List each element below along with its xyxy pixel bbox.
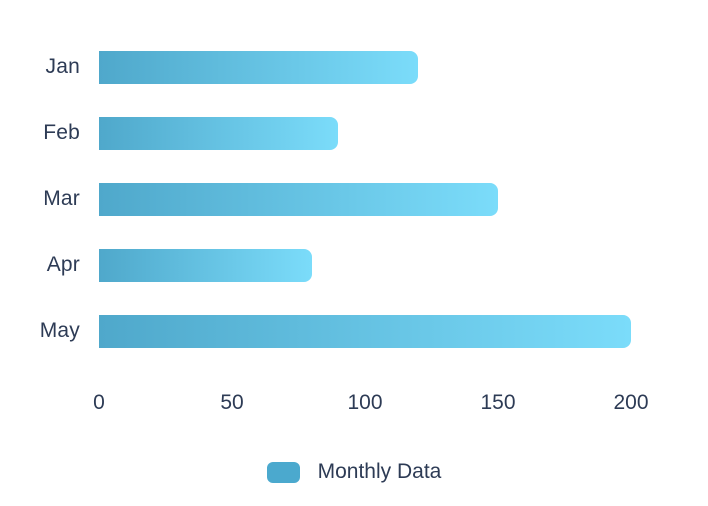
bar-apr[interactable] [99, 248, 312, 282]
bar-row: Apr [0, 232, 708, 298]
x-tick-label-100: 100 [347, 391, 383, 414]
legend-swatch-icon [266, 461, 300, 483]
bar-row: May [0, 298, 708, 364]
x-axis: 0 50 100 150 200 [93, 391, 648, 417]
x-tick-label-0: 0 [93, 391, 105, 414]
category-label-apr: Apr [46, 253, 80, 276]
legend: Monthly Data [0, 459, 708, 485]
bar-mar[interactable] [99, 182, 498, 216]
bar-row: Mar [0, 166, 708, 232]
bar-track [99, 50, 708, 84]
bar-row: Jan [0, 34, 708, 100]
category-label-may: May [39, 319, 80, 342]
bar-track [99, 182, 708, 216]
category-label-mar: Mar [43, 187, 80, 210]
bar-jan[interactable] [99, 50, 419, 84]
x-tick-label-200: 200 [613, 391, 649, 414]
category-label-feb: Feb [43, 121, 80, 144]
category-label-jan: Jan [45, 55, 80, 78]
x-tick-label-50: 50 [220, 391, 244, 414]
bar-feb[interactable] [99, 116, 339, 150]
bar-may[interactable] [99, 314, 631, 348]
bar-track [99, 116, 708, 150]
legend-label: Monthly Data [317, 460, 442, 483]
bar-track [99, 314, 708, 348]
bar-track [99, 248, 708, 282]
bar-rows: Jan Feb Mar Apr May [0, 34, 708, 364]
x-tick-label-150: 150 [480, 391, 516, 414]
bar-row: Feb [0, 100, 708, 166]
